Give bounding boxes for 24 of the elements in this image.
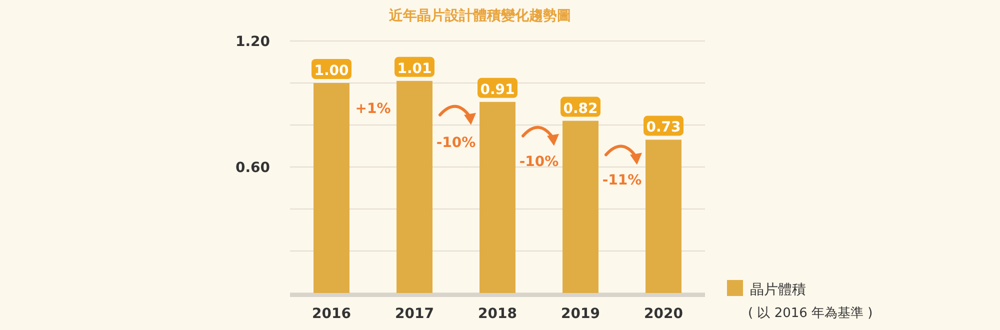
bar [562, 120, 598, 293]
bar [314, 83, 350, 293]
x-tick-label: 2016 [312, 306, 351, 322]
annotation: -11% [602, 172, 642, 189]
x-tick-label: 2018 [478, 306, 517, 322]
chart-title: 近年晶片設計體積變化趨勢圖 [388, 7, 571, 24]
text: ( 以 2016 年為基準 ) [748, 306, 873, 321]
x-tick-label: 2020 [644, 306, 684, 322]
text: 1.01 [397, 60, 432, 77]
annotation: -10% [519, 154, 559, 170]
text: 0.91 [480, 82, 515, 98]
bar [396, 80, 432, 293]
legend-label: 晶片體積 [750, 282, 806, 298]
text: 0.73 [646, 120, 681, 136]
y-tick-label: 0.60 [235, 160, 270, 176]
annotation: -10% [436, 134, 476, 151]
y-tick-label: 1.20 [235, 34, 270, 50]
text: 1.00 [314, 63, 349, 79]
x-tick-label: 2019 [561, 306, 600, 322]
bar [480, 102, 516, 293]
text: 0.82 [563, 100, 598, 117]
annotation: +1% [355, 100, 391, 117]
bar [646, 140, 682, 293]
x-tick-label: 2017 [395, 306, 434, 322]
